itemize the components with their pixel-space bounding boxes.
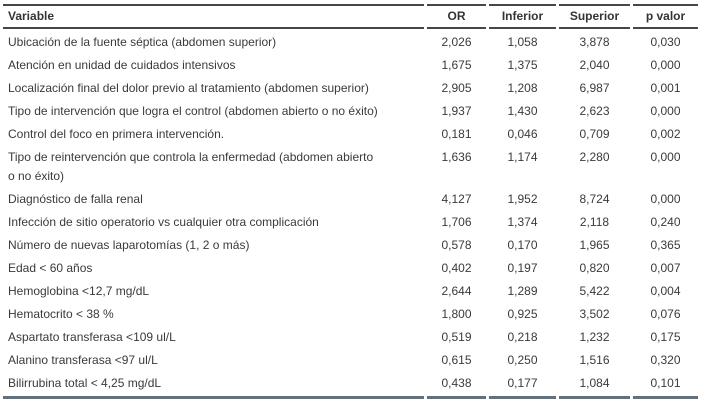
inferior-cell: 0,177: [489, 370, 556, 399]
p-valor-cell: 0,002: [650, 127, 681, 141]
or-cell: 2,026: [441, 35, 472, 49]
p-valor-cell: 0,076: [650, 307, 681, 321]
variable-cell: Hematocrito < 38 %: [8, 307, 114, 321]
table-row: Tipo de reintervención que controla la e…: [3, 144, 698, 186]
table-row: Número de nuevas laparotomías (1, 2 o má…: [3, 232, 698, 255]
superior-cell: 0,820: [579, 261, 610, 275]
column-header-superior: Superior: [559, 4, 630, 29]
or-cell: 1,636: [441, 150, 472, 164]
p-valor-cell: 0,004: [650, 284, 681, 298]
or-cell: 0,615: [441, 353, 472, 367]
superior-cell: 1,516: [579, 353, 610, 367]
variable-cell: Control del foco en primera intervención…: [8, 127, 225, 141]
table-header-row: Variable OR Inferior Superior p valor: [3, 4, 698, 29]
variable-cell: Número de nuevas laparotomías (1, 2 o má…: [8, 238, 250, 252]
p-valor-cell: 0,365: [650, 238, 681, 252]
or-cell: 0,181: [441, 127, 472, 141]
column-header-variable: Variable: [3, 4, 424, 29]
variable-cell: Diagnóstico de falla renal: [8, 192, 143, 206]
superior-cell: 1,084: [559, 370, 630, 399]
table-row: Infección de sitio operatorio vs cualqui…: [3, 209, 698, 232]
variable-cell: Alanino transferasa <97 ul/L: [8, 353, 158, 367]
or-cell: 0,402: [441, 261, 472, 275]
variable-cell: Bilirrubina total < 4,25 mg/dL: [3, 370, 424, 399]
inferior-cell: 1,952: [507, 192, 538, 206]
column-header-p-valor: p valor: [633, 4, 698, 29]
or-cell: 1,706: [441, 215, 472, 229]
or-cell: 0,438: [427, 370, 486, 399]
inferior-cell: 1,374: [507, 215, 538, 229]
table-row: Hemoglobina <12,7 mg/dL 2,644 1,289 5,422 0,…: [3, 278, 698, 301]
table-row: Hematocrito < 38 % 1,800 0,925 3,502 0,076: [3, 301, 698, 324]
table-row: Control del foco en primera intervención…: [3, 121, 698, 144]
variable-cell: Localización final del dolor previo al t…: [8, 81, 369, 95]
or-cell: 1,800: [441, 307, 472, 321]
p-valor-cell: 0,175: [650, 330, 681, 344]
variable-cell: Tipo de intervención que logra el contro…: [8, 104, 378, 118]
p-valor-cell: 0,030: [650, 35, 681, 49]
column-header-inferior: Inferior: [489, 4, 556, 29]
superior-cell: 6,987: [579, 81, 610, 95]
column-header-or: OR: [427, 4, 486, 29]
superior-cell: 2,040: [579, 58, 610, 72]
superior-cell: 0,709: [579, 127, 610, 141]
superior-cell: 1,232: [579, 330, 610, 344]
table-row: Aspartato transferasa <109 ul/L 0,519 0,21…: [3, 324, 698, 347]
superior-cell: 3,502: [579, 307, 610, 321]
variable-cell: Tipo de reintervención que controla la e…: [8, 150, 374, 183]
p-valor-cell: 0,000: [650, 192, 681, 206]
p-valor-cell: 0,240: [650, 215, 681, 229]
table-row: Ubicación de la fuente séptica (abdomen …: [3, 29, 698, 52]
or-cell: 1,675: [441, 58, 472, 72]
inferior-cell: 0,218: [507, 330, 538, 344]
or-cell: 0,578: [441, 238, 472, 252]
odds-ratio-table: Variable OR Inferior Superior p valor Ub…: [0, 4, 701, 399]
table-row: Bilirrubina total < 4,25 mg/dL 0,438 0,177…: [3, 370, 698, 399]
inferior-cell: 1,289: [507, 284, 538, 298]
superior-cell: 3,878: [579, 35, 610, 49]
variable-cell: Hemoglobina <12,7 mg/dL: [8, 284, 150, 298]
inferior-cell: 1,375: [507, 58, 538, 72]
or-cell: 4,127: [441, 192, 472, 206]
inferior-cell: 0,925: [507, 307, 538, 321]
inferior-cell: 1,174: [507, 150, 538, 164]
p-valor-cell: 0,000: [650, 150, 681, 164]
superior-cell: 5,422: [579, 284, 610, 298]
p-valor-cell: 0,000: [650, 58, 681, 72]
table-row: Edad < 60 años 0,402 0,197 0,820 0,007: [3, 255, 698, 278]
p-valor-cell: 0,001: [650, 81, 681, 95]
inferior-cell: 1,058: [507, 35, 538, 49]
p-valor-cell: 0,320: [650, 353, 681, 367]
superior-cell: 2,623: [579, 104, 610, 118]
p-valor-cell: 0,101: [633, 370, 698, 399]
superior-cell: 2,118: [579, 215, 610, 229]
table-row: Alanino transferasa <97 ul/L 0,615 0,250 1,…: [3, 347, 698, 370]
table-row: Atención en unidad de cuidados intensivo…: [3, 52, 698, 75]
p-valor-cell: 0,007: [650, 261, 681, 275]
or-cell: 0,519: [441, 330, 472, 344]
or-cell: 2,905: [441, 81, 472, 95]
or-cell: 2,644: [441, 284, 472, 298]
p-valor-cell: 0,000: [650, 104, 681, 118]
variable-cell: Ubicación de la fuente séptica (abdomen …: [8, 35, 277, 49]
superior-cell: 1,965: [579, 238, 610, 252]
inferior-cell: 0,046: [507, 127, 538, 141]
variable-cell: Atención en unidad de cuidados intensivo…: [8, 58, 236, 72]
inferior-cell: 0,250: [507, 353, 538, 367]
inferior-cell: 0,197: [507, 261, 538, 275]
variable-cell: Aspartato transferasa <109 ul/L: [8, 330, 176, 344]
superior-cell: 2,280: [579, 150, 610, 164]
table-row: Diagnóstico de falla renal 4,127 1,952 8,72…: [3, 186, 698, 209]
inferior-cell: 1,430: [507, 104, 538, 118]
superior-cell: 8,724: [579, 192, 610, 206]
or-cell: 1,937: [441, 104, 472, 118]
variable-cell: Infección de sitio operatorio vs cualqui…: [8, 215, 319, 229]
inferior-cell: 1,208: [507, 81, 538, 95]
table-row: Localización final del dolor previo al t…: [3, 75, 698, 98]
inferior-cell: 0,170: [507, 238, 538, 252]
variable-cell: Edad < 60 años: [8, 261, 93, 275]
table-row: Tipo de intervención que logra el contro…: [3, 98, 698, 121]
